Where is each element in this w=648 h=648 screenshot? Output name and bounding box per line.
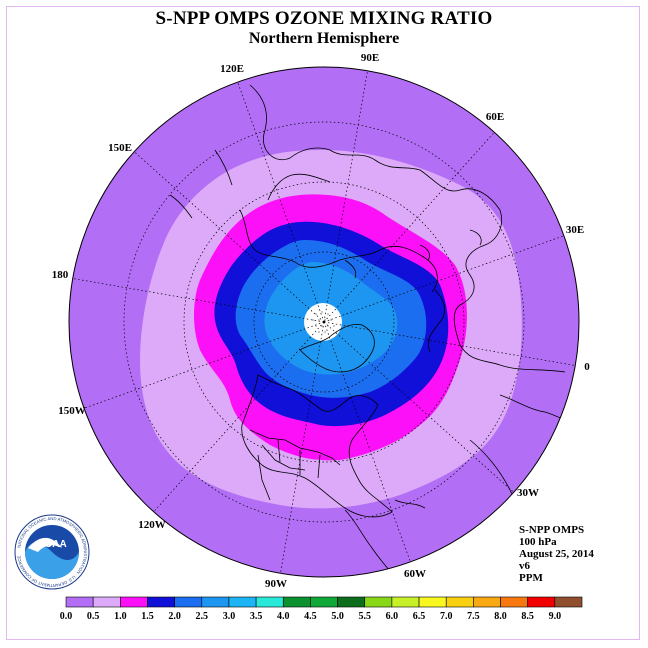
lon-label-30e: 30E [566,224,584,236]
lon-label-120w: 120W [138,519,166,531]
colorbar-tick-label: 4.5 [304,611,317,622]
colorbar-tick-label: 5.5 [358,611,371,622]
lon-label-60e: 60E [486,111,504,123]
lon-label-120e: 120E [220,63,244,75]
colorbar-swatch-4 [174,596,203,608]
colorbar-swatch-9 [310,596,338,608]
info-date: August 25, 2014 [519,548,594,560]
colorbar-tick-label: 0.0 [60,611,73,622]
colorbar-swatch-17 [527,596,556,608]
colorbar-swatch-0 [65,596,94,608]
colorbar-tick-label: 2.0 [168,611,181,622]
lon-label-90w: 90W [265,578,287,590]
map-subtitle: Northern Hemisphere [248,30,400,47]
lon-label-150e: 150E [108,142,132,154]
colorbar-swatch-13 [418,596,447,608]
colorbar-swatch-2 [120,596,148,608]
coastlines [169,84,576,577]
lon-label-0: 0 [584,361,590,373]
colorbar-tick-label: 7.5 [467,611,480,622]
colorbar-swatch-12 [391,596,420,608]
colorbar-swatch-5 [201,596,230,608]
lon-label-180: 180 [52,269,69,281]
colorbar-tick-label: 6.0 [386,611,399,622]
colorbar-tick-label: 6.5 [413,611,426,622]
info-version: v6 [519,560,530,572]
colorbar-tick-label: 5.0 [331,611,344,622]
noaa-logo-text: NOAA [37,539,66,550]
colorbar-swatch-3 [147,596,175,608]
colorbar-swatch-7 [255,596,284,608]
colorbar-tick-label: 8.5 [521,611,534,622]
colorbar-tick-label: 4.0 [277,611,290,622]
meridians [69,67,579,577]
info-units: PPM [519,572,543,584]
colorbar-tick-label: 7.0 [440,611,453,622]
map-title: S-NPP OMPS OZONE MIXING RATIO [155,8,493,29]
lon-label-90e: 90E [361,52,379,64]
colorbar-tick-label: 8.0 [494,611,507,622]
colorbar-swatch-16 [500,596,528,608]
colorbar-swatch-18 [554,596,583,608]
longitude-labels: 90E 60E 30E 0 30W 60W 90W 120W 150W 180 … [52,52,591,590]
lon-label-60w: 60W [404,568,426,580]
colorbar-tick-label: 9.0 [549,611,562,622]
colorbar-swatch-1 [92,596,121,608]
info-level: 100 hPa [519,536,557,548]
colorbar: 0.0 0.5 1.0 1.5 2.0 2.5 3.0 3.5 4.0 4.5 5.0 5.5 6.0 6… [60,596,583,622]
colorbar-swatch-10 [337,596,366,608]
colorbar-tick-label: 3.0 [223,611,236,622]
colorbar-swatch-14 [445,596,474,608]
colorbar-tick-label: 2.5 [196,611,209,622]
colorbar-swatch-6 [228,596,257,608]
info-block: S-NPP OMPS 100 hPa August 25, 2014 v6 PP… [519,524,594,584]
lon-label-150w: 150W [58,405,86,417]
colorbar-swatch-15 [473,596,501,608]
map-boundary [68,66,580,578]
parallels [123,121,525,523]
colorbar-tick-label: 1.0 [114,611,127,622]
colorbar-tick-label: 3.5 [250,611,263,622]
figure-frame [6,6,640,640]
colorbar-tick-label: 1.5 [141,611,154,622]
info-instrument: S-NPP OMPS [519,524,585,536]
colorbar-tick-label: 0.5 [87,611,100,622]
colorbar-swatch-8 [282,596,311,608]
noaa-logo: NOAA NATIONAL OCEANIC AND ATMOSPHERIC AD… [14,514,90,590]
lon-label-30w: 30W [517,487,539,499]
polar-gap-stipple [312,311,335,333]
colorbar-swatch-11 [364,596,393,608]
